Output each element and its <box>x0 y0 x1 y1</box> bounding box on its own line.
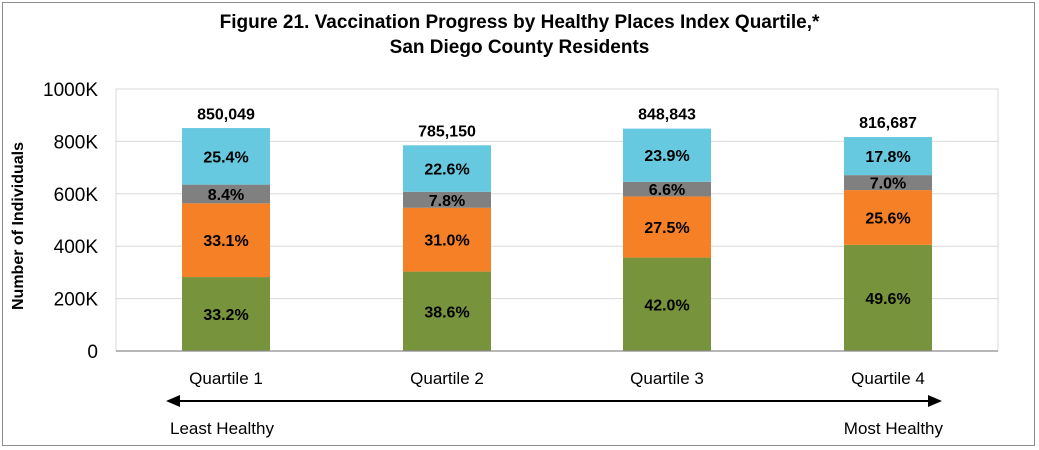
bar-segment <box>844 244 932 351</box>
bar-segment <box>182 128 270 185</box>
total-label: 850,049 <box>197 106 255 123</box>
total-label: 785,150 <box>418 123 476 140</box>
x-tick-label: Quartile 4 <box>851 369 925 388</box>
bar-segment <box>844 190 932 245</box>
least-healthy-label: Least Healthy <box>170 419 274 438</box>
health-arrow: Least Healthy Most Healthy <box>166 395 943 438</box>
segment-label: 38.6% <box>424 304 469 321</box>
bar-segment <box>182 184 270 204</box>
bar-segment <box>182 277 270 351</box>
bars <box>182 128 932 351</box>
arrow-left-head <box>166 395 180 407</box>
chart-title-line2: San Diego County Residents <box>389 37 650 58</box>
segment-label: 7.0% <box>870 176 906 193</box>
chart-title: Figure 21. Vaccination Progress by Healt… <box>0 10 1039 60</box>
x-tick-label: Quartile 2 <box>410 369 484 388</box>
y-tick-label: 800K <box>54 132 99 153</box>
segment-label: 17.8% <box>865 149 910 166</box>
x-tick-label: Quartile 3 <box>630 369 704 388</box>
bar-segment <box>403 191 491 208</box>
segment-label: 7.8% <box>429 193 465 210</box>
y-axis-title: Number of Individuals <box>10 142 27 310</box>
most-healthy-label: Most Healthy <box>844 419 944 438</box>
y-tick-label: 600K <box>54 185 99 206</box>
bar-segment <box>844 175 932 191</box>
arrow-right-head <box>928 395 942 407</box>
chart-title-line1: Figure 21. Vaccination Progress by Healt… <box>219 12 820 33</box>
bar-segment <box>623 196 711 258</box>
segment-label: 23.9% <box>644 148 689 165</box>
segment-label: 49.6% <box>865 291 910 308</box>
segment-label: 8.4% <box>208 187 244 204</box>
bar-segment <box>403 271 491 351</box>
y-tick-label: 400K <box>54 237 99 258</box>
bar-segment <box>403 207 491 272</box>
y-tick-label: 1000K <box>43 80 98 101</box>
bar-segment <box>623 257 711 351</box>
segment-label: 33.1% <box>203 233 248 250</box>
bar-segment <box>182 203 270 278</box>
segment-label: 27.5% <box>644 220 689 237</box>
segment-label: 22.6% <box>424 162 469 179</box>
data-labels: 33.2% 33.1% 8.4% 25.4% 850,049 38.6% 31.0% 7.8%… <box>197 106 917 324</box>
bar-segment <box>623 181 711 197</box>
y-tick-label: 0 <box>87 342 98 363</box>
y-tick-label: 200K <box>54 290 99 311</box>
bar-segment <box>623 128 711 182</box>
x-tick-label: Quartile 1 <box>189 369 263 388</box>
total-label: 848,843 <box>638 107 696 124</box>
segment-label: 25.4% <box>203 149 248 166</box>
segment-label: 25.6% <box>865 210 910 227</box>
segment-label: 6.6% <box>649 182 685 199</box>
segment-label: 42.0% <box>644 297 689 314</box>
bar-segment <box>844 137 932 176</box>
bar-segment <box>403 145 491 192</box>
segment-label: 33.2% <box>203 307 248 324</box>
total-label: 816,687 <box>859 115 917 132</box>
segment-label: 31.0% <box>424 233 469 250</box>
axes: 0 200K 400K 600K 800K 1000K Number of Individu… <box>10 80 998 388</box>
